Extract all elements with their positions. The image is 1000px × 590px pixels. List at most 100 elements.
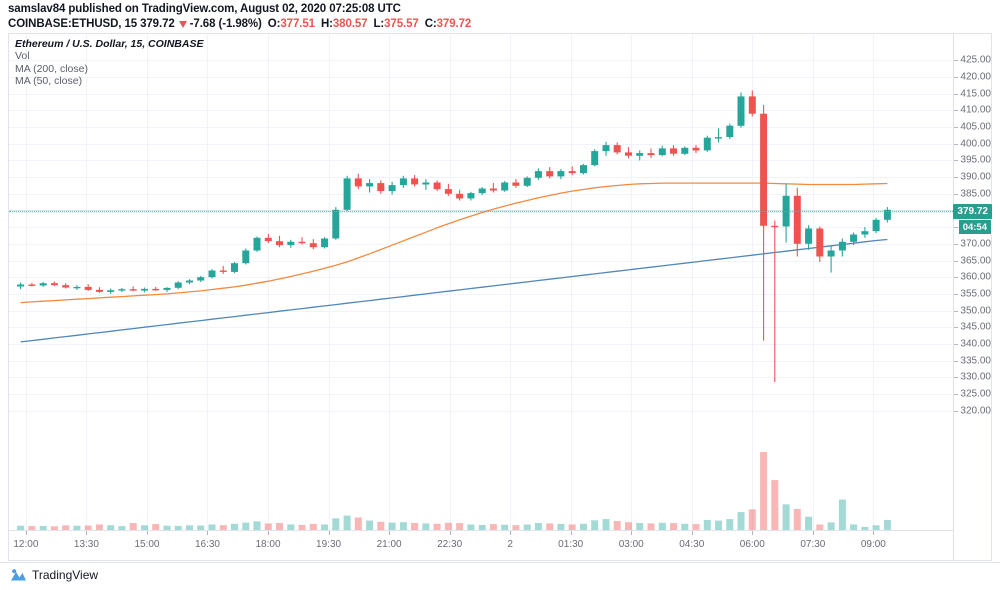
- current-price-badge[interactable]: 379.72: [953, 204, 992, 220]
- candle-body: [512, 182, 520, 186]
- current-price-line: [9, 211, 953, 213]
- candle-body: [354, 178, 362, 187]
- price-tick-dash: [954, 277, 958, 278]
- candle-body: [231, 263, 238, 272]
- volume-bar: [546, 523, 554, 530]
- open-value: 377.51: [280, 18, 315, 30]
- time-tick-dash: [752, 531, 753, 535]
- candle-body: [276, 241, 283, 246]
- time-tick-label: 06:00: [739, 539, 765, 550]
- volume-bar: [309, 523, 317, 530]
- open-key: O:: [267, 18, 281, 30]
- candle-body: [422, 182, 430, 185]
- candle-body: [174, 282, 182, 288]
- price-tick-dash: [954, 294, 958, 295]
- time-tick-dash: [813, 531, 814, 535]
- candle-body: [703, 137, 711, 151]
- price-tick-label: 370.00: [960, 238, 991, 250]
- volume-bar: [883, 519, 891, 530]
- brand-label: TradingView: [32, 568, 99, 582]
- chart-plot-area[interactable]: Ethereum / U.S. Dollar, 15, COINBASE Vol…: [9, 34, 953, 560]
- volume-bar: [163, 525, 171, 530]
- price-tick-dash: [954, 394, 958, 395]
- time-tick-label: 01:30: [558, 539, 584, 550]
- price-tick-dash: [954, 244, 958, 245]
- price-axis[interactable]: 425.00 420.00 415.00 410.00 405.00 400.00 395.…: [953, 34, 993, 560]
- price-tick-dash: [954, 311, 958, 312]
- candle-body: [298, 241, 306, 244]
- candle-body: [782, 195, 790, 227]
- volume-bar: [141, 525, 148, 530]
- candle-body: [546, 171, 554, 177]
- price-tick-label: 365.00: [960, 255, 991, 267]
- time-axis[interactable]: 12:00 13:30 15:00 16:30 18:00 19:30 21:00 22:30…: [9, 530, 953, 560]
- time-tick-dash: [329, 531, 330, 535]
- volume-bar: [580, 523, 587, 530]
- candle-body: [107, 290, 115, 292]
- volume-bar: [129, 523, 137, 530]
- volume-bar: [39, 525, 47, 530]
- volume-bar: [726, 519, 734, 530]
- countdown-badge[interactable]: 04:54: [957, 219, 992, 236]
- candle-body: [861, 231, 869, 235]
- price-tick-label: 410.00: [960, 104, 991, 116]
- candle-body: [197, 277, 205, 281]
- symbol-label[interactable]: COINBASE:ETHUSD, 15: [8, 18, 138, 30]
- time-tick-label: 03:00: [618, 539, 644, 550]
- volume-bar: [827, 522, 835, 530]
- volume-bar: [354, 517, 362, 530]
- time-tick-label: 19:30: [316, 539, 342, 550]
- chart-header: samslav84 published on TradingView.com, …: [8, 3, 992, 31]
- last-price: 379.72: [140, 18, 175, 30]
- price-change: -7.68 (-1.98%): [189, 18, 262, 30]
- volume-bar: [771, 480, 779, 530]
- volume-bar: [84, 525, 92, 530]
- volume-bar: [152, 524, 160, 530]
- price-tick-label: 330.00: [960, 371, 991, 383]
- candle-body: [793, 195, 801, 244]
- candle-body: [28, 284, 36, 286]
- candle-body: [343, 178, 351, 210]
- price-tick-label: 340.00: [960, 338, 991, 350]
- candle-body: [444, 189, 452, 194]
- volume-bar: [50, 526, 58, 530]
- candle-body: [805, 228, 813, 244]
- price-tick-label: 355.00: [960, 288, 991, 300]
- time-tick-dash: [147, 531, 148, 535]
- candle-body: [827, 250, 835, 257]
- candle-body: [309, 243, 317, 248]
- volume-bar: [658, 522, 666, 530]
- time-tick-label: 07:30: [800, 539, 826, 550]
- publisher-line: samslav84 published on TradingView.com, …: [8, 3, 401, 15]
- volume-bar: [287, 524, 295, 530]
- volume-bar: [782, 504, 790, 530]
- candle-body: [332, 209, 340, 239]
- volume-bar: [411, 523, 419, 530]
- volume-bar: [838, 499, 846, 530]
- candle-body: [377, 183, 385, 192]
- candle-body: [366, 183, 374, 187]
- candle-body: [141, 288, 148, 291]
- tradingview-brand[interactable]: TradingView: [10, 568, 98, 582]
- price-tick-label: 415.00: [960, 88, 991, 100]
- candle-body: [850, 234, 858, 242]
- price-tick-label: 345.00: [960, 321, 991, 333]
- volume-bar: [647, 523, 655, 530]
- candle-body: [242, 250, 250, 264]
- candle-body: [129, 289, 137, 291]
- candle-body: [253, 237, 261, 251]
- volume-bars: [17, 452, 891, 531]
- volume-bar: [332, 518, 340, 530]
- candle-body: [625, 152, 632, 156]
- time-tick-label: 12:00: [13, 539, 39, 550]
- time-tick-dash: [873, 531, 874, 535]
- price-tick-dash: [954, 177, 958, 178]
- time-tick-dash: [86, 531, 87, 535]
- volume-bar: [208, 524, 216, 530]
- price-tick-dash: [954, 327, 958, 328]
- low-key: L:: [373, 18, 385, 30]
- volume-bar: [388, 522, 396, 530]
- candle-body: [456, 193, 464, 199]
- candle-body: [264, 237, 272, 242]
